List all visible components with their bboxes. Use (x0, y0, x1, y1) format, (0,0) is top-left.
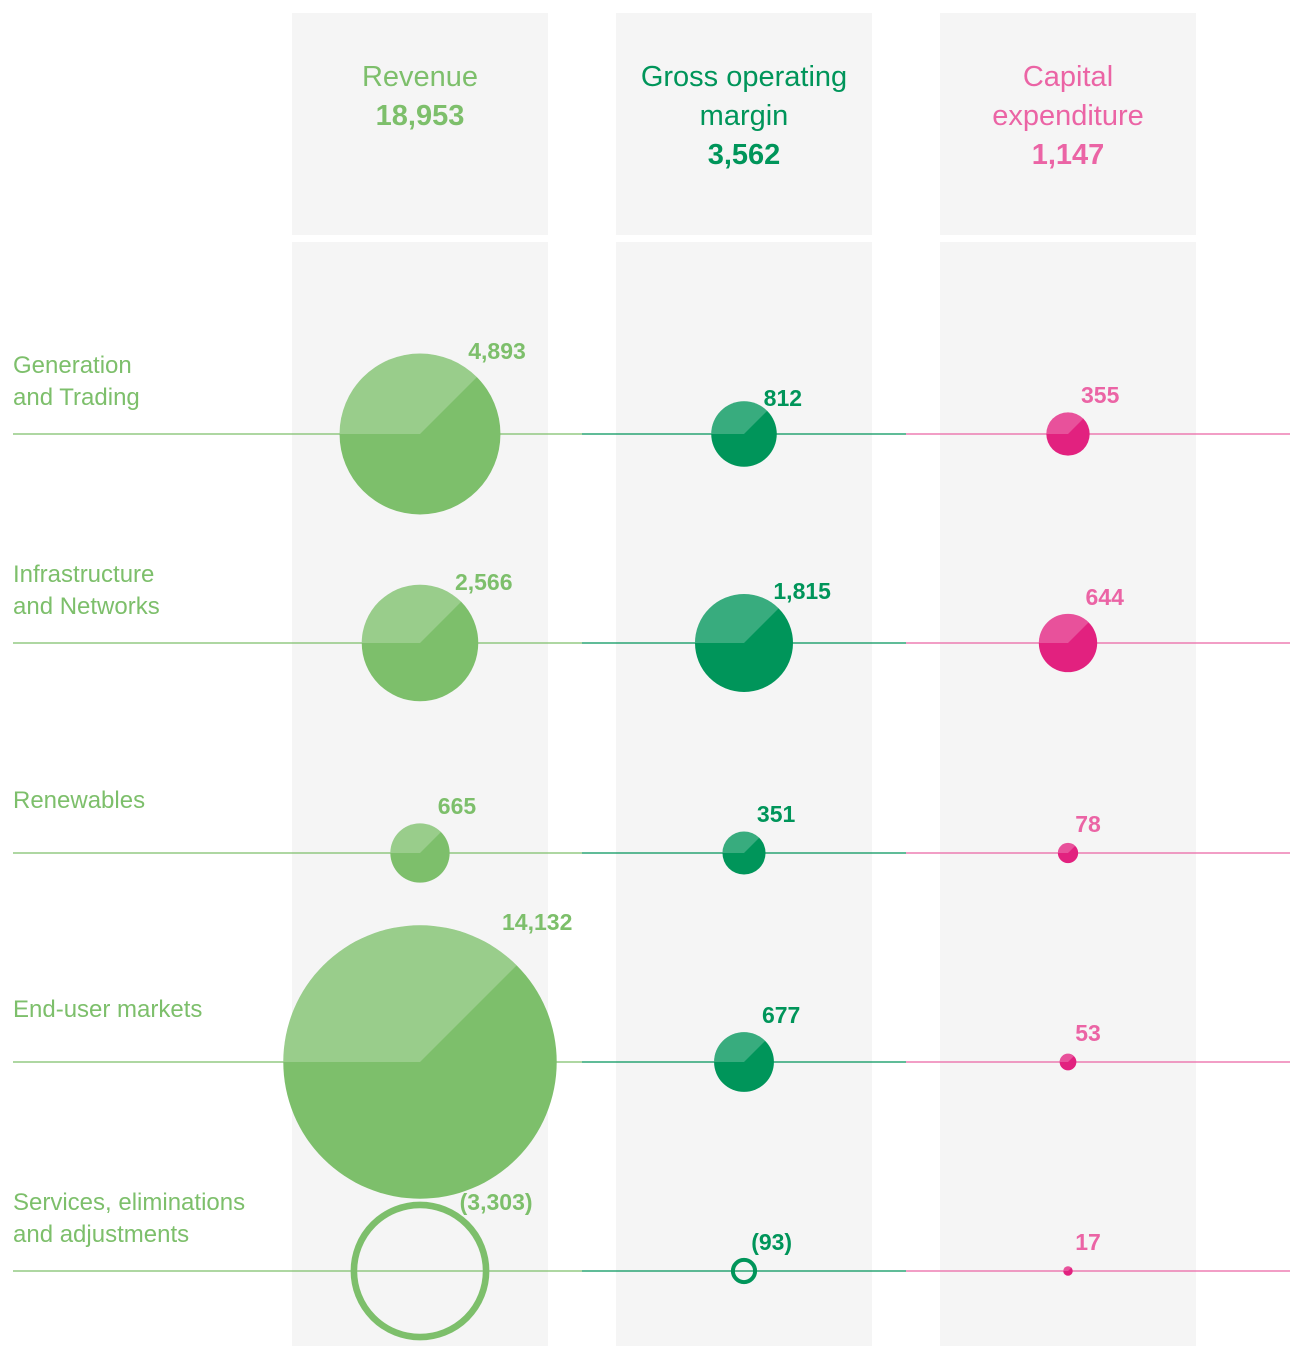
bubble-group (722, 831, 766, 875)
bubble-group (1059, 1053, 1077, 1071)
bubble (714, 1032, 774, 1092)
bubble (711, 401, 777, 467)
bubble (1057, 842, 1079, 864)
value-label: (3,303) (459, 1188, 533, 1215)
bubble-group (711, 401, 777, 467)
value-label: 53 (1075, 1020, 1101, 1046)
row-label: Renewables (13, 787, 146, 814)
ring (730, 1257, 758, 1285)
column-total: 1,147 (1031, 139, 1105, 171)
column-body-bg (940, 242, 1196, 1346)
column-total: 18,953 (375, 100, 465, 132)
bubble-highlight (339, 353, 477, 434)
column-total: 3,562 (707, 139, 781, 171)
column-title: Gross operating margin (640, 61, 848, 132)
column-title: Revenue (361, 61, 479, 93)
bubble-highlight (1046, 412, 1084, 434)
bubble (722, 831, 766, 875)
ring (350, 1201, 490, 1341)
row-label: End-user markets (13, 996, 203, 1023)
column-title: Capital expenditure (992, 61, 1144, 132)
bubble (1059, 1053, 1077, 1071)
value-label: 644 (1085, 583, 1124, 610)
bubble-highlight (1057, 842, 1076, 853)
bubble-highlight (361, 584, 462, 643)
bubble-group (283, 925, 557, 1199)
bubble-group (361, 584, 479, 702)
value-label: 17 (1075, 1229, 1101, 1255)
bubble-group (1063, 1266, 1073, 1276)
bubble-highlight (283, 925, 517, 1062)
bubble-group (714, 1032, 774, 1092)
column-header-bg (940, 13, 1196, 235)
bubble-highlight (711, 401, 768, 434)
value-label: 2,566 (454, 568, 513, 595)
value-label: 78 (1075, 811, 1101, 837)
bubble-group (695, 594, 793, 692)
bubble (1046, 412, 1090, 456)
bubble-highlight (390, 823, 441, 853)
row-label: Services, eliminations and adjustments (13, 1189, 246, 1248)
bubble-group (339, 353, 501, 515)
bubble (339, 353, 501, 515)
bubble (695, 594, 793, 692)
bubble-group (1057, 842, 1079, 864)
value-label: 677 (761, 1002, 801, 1029)
bubble (1038, 613, 1098, 673)
row-label: Infrastructure and Networks (13, 561, 160, 620)
value-label: 351 (756, 801, 796, 828)
value-label: 812 (763, 385, 803, 412)
column-header-bg (616, 13, 872, 235)
value-label: (93) (751, 1229, 793, 1255)
bubble (361, 584, 479, 702)
value-label: 4,893 (468, 337, 526, 364)
bubble-highlight (714, 1032, 766, 1062)
row-label: Generation and Trading (13, 352, 140, 411)
bubble (283, 925, 557, 1199)
value-label: 14,132 (502, 909, 573, 936)
bubble-highlight (695, 594, 779, 643)
bubble (1063, 1266, 1073, 1276)
bubble-group (390, 823, 450, 883)
bubble-highlight (1063, 1266, 1072, 1271)
column-header-bg (292, 13, 548, 235)
value-label: 1,815 (773, 578, 831, 604)
bubble-group (1038, 613, 1098, 673)
bubble (390, 823, 450, 883)
value-label: 665 (437, 793, 477, 820)
bubble-highlight (722, 831, 760, 853)
bubble-highlight (1038, 613, 1089, 643)
bubble-highlight (1059, 1053, 1074, 1062)
bubble-group (1046, 412, 1090, 456)
value-label: 355 (1081, 382, 1120, 409)
